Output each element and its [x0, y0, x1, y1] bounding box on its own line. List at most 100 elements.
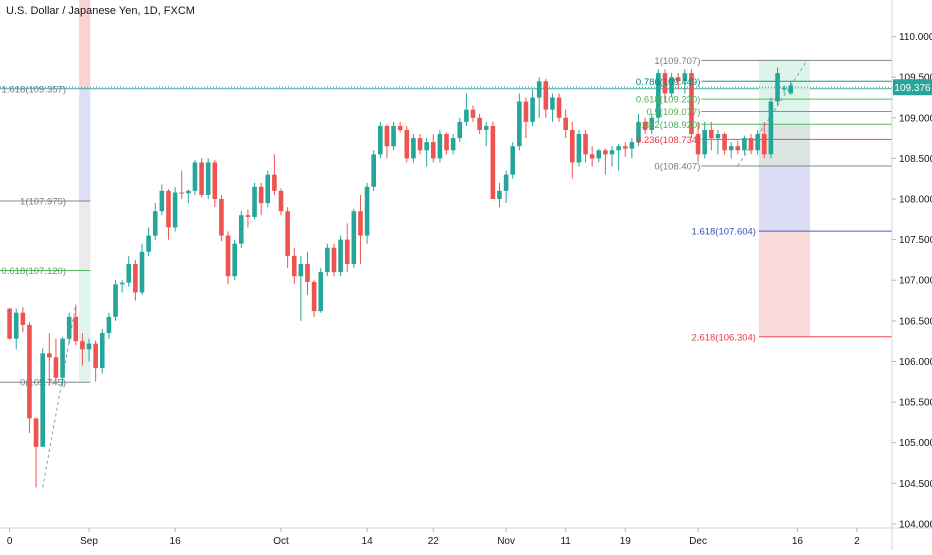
candle-body [589, 154, 595, 159]
candle-body [755, 134, 760, 151]
candle-body [152, 211, 158, 236]
candle-body [768, 101, 774, 155]
x-tick-label: 22 [428, 536, 440, 547]
candle-body [364, 186, 370, 236]
x-tick-label: Dec [689, 536, 707, 547]
candle-body [133, 264, 138, 293]
x-tick-label: Oct [273, 536, 289, 547]
candle-body [669, 77, 674, 94]
fib-right-level-label: 0.786(109.449) [636, 77, 700, 88]
y-tick-label: 109.000 [899, 113, 932, 124]
candle-body [172, 192, 178, 228]
fib-left-level-label: 0(105.745) [20, 378, 66, 389]
candle-body [285, 211, 290, 256]
candle-body [550, 97, 555, 110]
fib-left-zone-blue [79, 88, 91, 202]
candle-body [291, 255, 297, 277]
candle-body [113, 284, 118, 317]
candle-body [483, 125, 489, 130]
candle-body [384, 125, 390, 147]
candle-body [536, 81, 542, 98]
candle-body [457, 121, 463, 139]
candle-body [649, 117, 655, 130]
candle-body [93, 343, 98, 368]
candle-body [106, 316, 112, 334]
candle-body [444, 134, 449, 151]
candle-body [159, 190, 165, 212]
candle-body [437, 134, 443, 159]
fib-right-level-label: 0.382(108.920) [636, 120, 700, 131]
candle-body [430, 142, 436, 159]
fib-left-level-label: 1(107.975) [20, 197, 66, 208]
candle-body [66, 316, 72, 339]
candle-body [689, 73, 694, 135]
candle-body [543, 81, 549, 110]
fib-right-level-label: 1(109.707) [654, 56, 700, 67]
fib-right-zone-blue [758, 165, 810, 232]
fib-right-level-label: 0.236(108.734) [636, 135, 700, 146]
candle-body [404, 129, 410, 159]
candle-body [60, 338, 65, 378]
x-tick-label: Nov [497, 536, 515, 547]
candle-body [596, 150, 602, 159]
candle-body [470, 109, 476, 118]
candle-body [563, 117, 568, 130]
candle-body [715, 134, 721, 139]
chart-title: U.S. Dollar / Japanese Yen, 1D, FXCM [6, 5, 195, 17]
candle-body [146, 235, 151, 252]
candle-body [622, 146, 628, 149]
candle-body [80, 341, 85, 350]
candle-body [311, 281, 317, 312]
x-tick-label: 0 [7, 536, 13, 547]
candle-body [709, 129, 714, 139]
candle-body [583, 134, 588, 155]
candle-body [510, 146, 516, 175]
fib-right-zone-red [758, 231, 810, 337]
candle-body [450, 138, 456, 151]
fib-right-level-label: 1.618(107.604) [692, 227, 756, 238]
candle-body [702, 129, 707, 155]
candle-body [517, 101, 522, 147]
candle-body [523, 101, 529, 122]
x-tick-label: 11 [560, 536, 571, 547]
candle-body [305, 264, 310, 282]
candle-body [20, 312, 26, 325]
x-tick-label: Sep [80, 536, 98, 547]
current-price-tag [893, 79, 932, 96]
fib-right-level-label: 0.5(109.077) [647, 107, 701, 118]
candle-body [378, 125, 383, 155]
candle-body [603, 150, 608, 155]
candle-body [616, 146, 621, 151]
candle-body [503, 174, 509, 191]
candle-body [186, 190, 191, 194]
candle-body [331, 247, 337, 273]
fib-left-level-label: 0.618(107.120) [2, 266, 66, 277]
candle-body [252, 186, 257, 217]
candle-body [695, 134, 701, 155]
candle-body [126, 264, 132, 283]
y-tick-label: 104.500 [899, 479, 932, 490]
candle-body [358, 211, 363, 236]
y-tick-label: 109.500 [899, 73, 932, 84]
fib-left-level-label: 1.618(109.357) [2, 84, 66, 95]
candle-body [278, 190, 284, 212]
candle-body [53, 357, 59, 378]
candle-body [497, 190, 502, 200]
fib-left-trendline [42, 304, 77, 488]
y-tick-label: 108.000 [899, 195, 932, 206]
candle-body [139, 251, 145, 293]
candle-body [13, 312, 19, 339]
candle-body [265, 174, 271, 204]
candle-body [477, 117, 482, 130]
candle-body [239, 215, 244, 244]
fib-right-zone-gray [758, 124, 810, 166]
candle-body [371, 154, 376, 187]
candle-body [742, 138, 747, 151]
candle-body [179, 192, 185, 194]
candle-body [576, 134, 582, 163]
candle-body [656, 73, 661, 118]
candle-body [788, 85, 794, 94]
candle-body [570, 129, 575, 163]
candle-body [609, 150, 615, 155]
